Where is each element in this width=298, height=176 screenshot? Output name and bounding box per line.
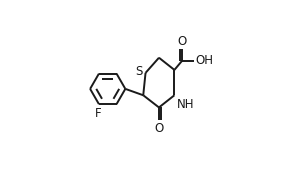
Text: NH: NH [176, 98, 194, 111]
Text: S: S [135, 65, 142, 78]
Text: O: O [178, 35, 187, 48]
Text: O: O [154, 122, 164, 135]
Text: F: F [94, 107, 101, 120]
Text: OH: OH [195, 54, 213, 67]
